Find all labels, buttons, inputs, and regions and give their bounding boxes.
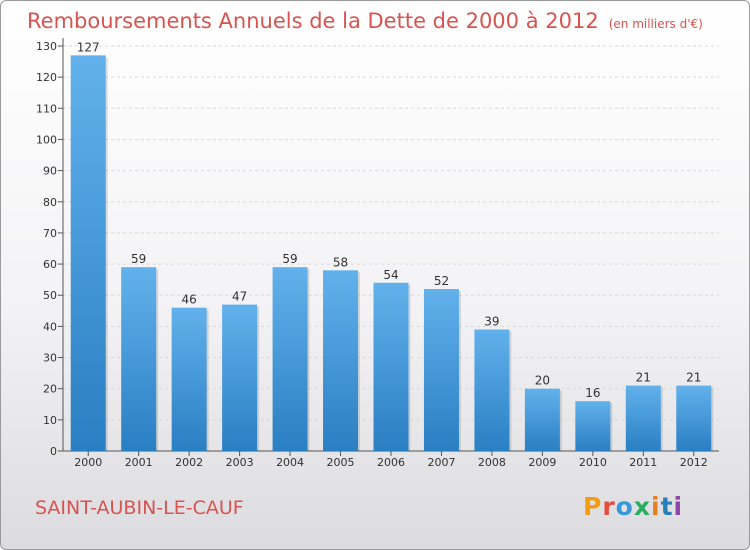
x-tick-label: 2007 — [427, 456, 455, 469]
commune-name: SAINT-AUBIN-LE-CAUF — [35, 497, 244, 519]
bar-value-label: 58 — [333, 255, 348, 269]
y-tick-label: 110 — [36, 102, 57, 115]
logo-letter: r — [602, 492, 616, 521]
bar-value-label: 59 — [282, 252, 297, 266]
y-tick-label: 30 — [43, 352, 57, 365]
proxiti-logo: Proxiti — [583, 492, 683, 521]
x-tick-label: 2003 — [226, 456, 254, 469]
labels: 0 10 20 30 40 50 60 70 80 90 100 110 120 130 127 2000 59… — [36, 40, 708, 469]
bar — [171, 307, 207, 451]
y-tick-label: 20 — [43, 383, 57, 396]
x-tick-label: 2010 — [579, 456, 607, 469]
x-tick-label: 2011 — [629, 456, 657, 469]
x-tick-label: 2006 — [377, 456, 405, 469]
bar — [222, 304, 258, 451]
logo-letter: o — [615, 492, 634, 521]
bar — [323, 270, 359, 451]
logo-letter: i — [651, 492, 661, 521]
x-tick-label: 2009 — [528, 456, 556, 469]
bar-value-label: 54 — [383, 268, 398, 282]
bar-value-label: 21 — [636, 371, 651, 385]
bar — [272, 267, 308, 451]
bar — [625, 385, 661, 451]
bar-value-label: 59 — [131, 252, 146, 266]
y-tick-label: 100 — [36, 133, 57, 146]
bar — [423, 289, 459, 451]
y-tick-label: 70 — [43, 227, 57, 240]
bar-value-label: 21 — [686, 371, 701, 385]
chart-unit-note: (en milliers d'€) — [608, 17, 703, 31]
y-tick-label: 40 — [43, 320, 57, 333]
x-tick-label: 2012 — [680, 456, 708, 469]
logo-letter: t — [660, 492, 674, 521]
bar — [121, 267, 157, 451]
y-tick-label: 120 — [36, 71, 57, 84]
x-tick-label: 2005 — [327, 456, 355, 469]
bar-value-label: 20 — [535, 374, 550, 388]
x-tick-label: 2002 — [175, 456, 203, 469]
y-tick-label: 10 — [43, 414, 57, 427]
bar — [70, 55, 106, 451]
bar — [474, 329, 510, 451]
x-tick-label: 2004 — [276, 456, 304, 469]
y-tick-label: 60 — [43, 258, 57, 271]
bar-value-label: 52 — [434, 274, 449, 288]
y-tick-label: 0 — [50, 445, 57, 458]
bar-value-label: 16 — [585, 386, 600, 400]
x-tick-label: 2000 — [74, 456, 102, 469]
bar-value-label: 127 — [77, 40, 100, 54]
bar-value-label: 39 — [484, 315, 499, 329]
chart-title: Remboursements Annuels de la Dette de 20… — [27, 9, 703, 33]
bar-value-label: 47 — [232, 290, 247, 304]
bar — [575, 401, 611, 451]
x-tick-label: 2008 — [478, 456, 506, 469]
y-tick-label: 80 — [43, 196, 57, 209]
y-tick-label: 130 — [36, 40, 57, 53]
bar-value-label: 46 — [182, 293, 197, 307]
y-tick-label: 90 — [43, 165, 57, 178]
logo-letter: i — [673, 492, 684, 521]
x-tick-label: 2001 — [125, 456, 153, 469]
logo-letter: x — [633, 492, 651, 521]
bar — [524, 388, 560, 451]
bar — [676, 385, 712, 451]
y-tick-label: 50 — [43, 289, 57, 302]
logo-letter: P — [583, 492, 603, 521]
bars — [70, 55, 714, 451]
bar — [373, 282, 409, 451]
